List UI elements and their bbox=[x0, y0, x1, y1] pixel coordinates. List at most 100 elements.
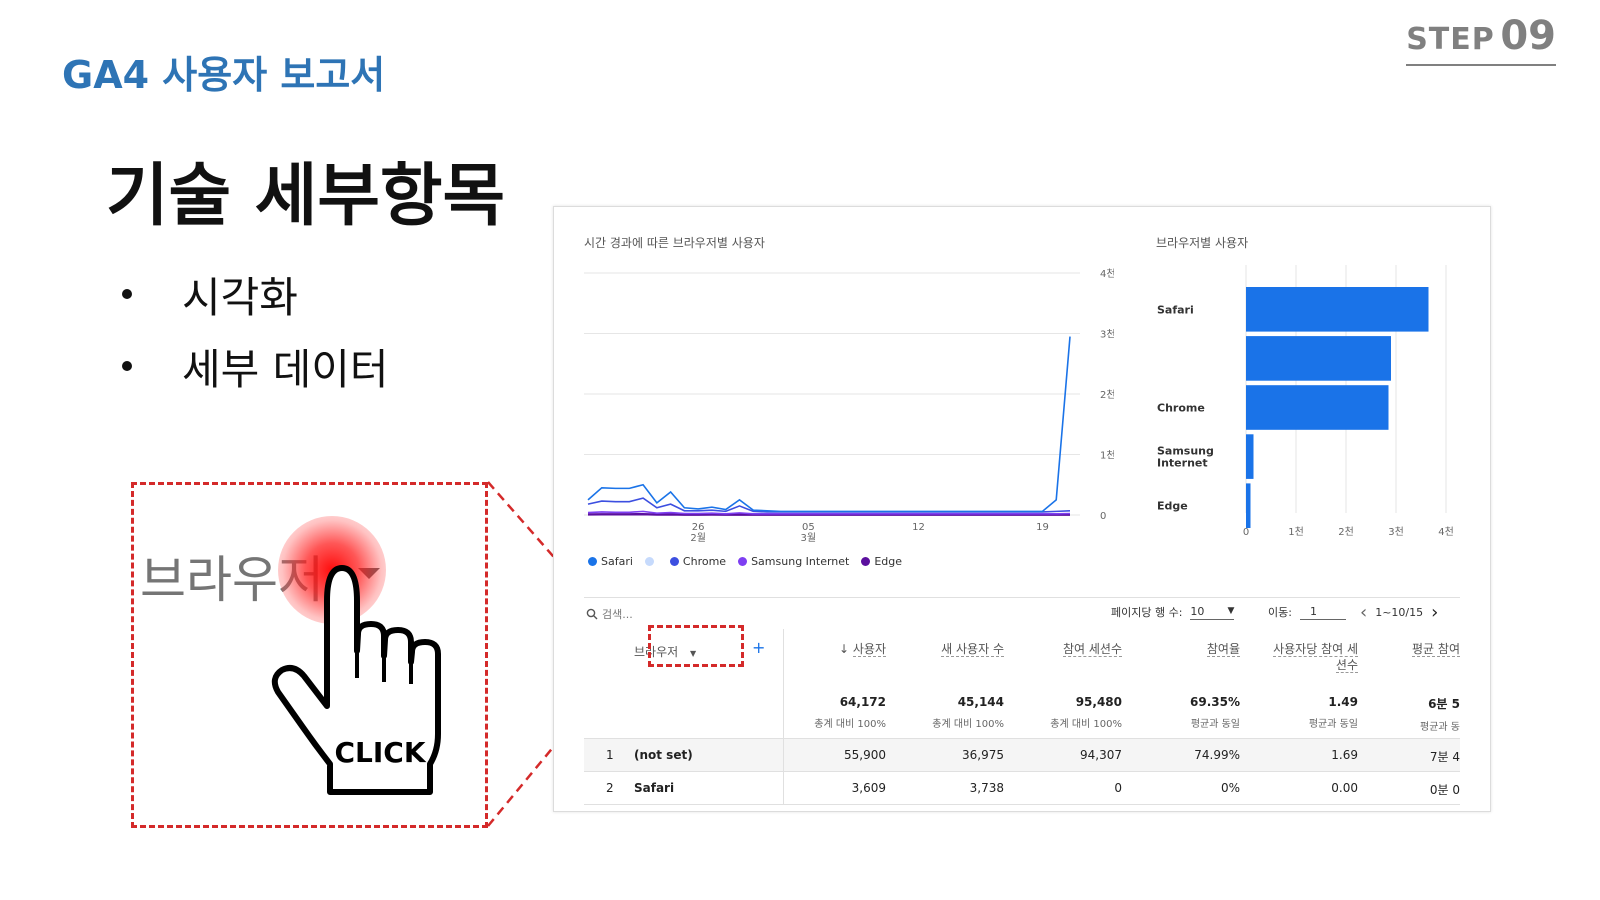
column-header-label: 참여 세션수 bbox=[1062, 642, 1122, 657]
dimension-cell-border bbox=[584, 739, 784, 771]
table-row[interactable]: 1 (not set) 55,900 36,975 94,307 74.99% 1.69 7분… bbox=[584, 739, 1460, 772]
legend-item[interactable]: Safari bbox=[588, 555, 633, 568]
series-line-samsung-internet bbox=[587, 510, 1071, 515]
row-metric-value: 0 bbox=[1114, 781, 1122, 795]
dimension-caret-icon: ▼ bbox=[690, 649, 697, 658]
slide-brand-title: GA4 사용자 보고서 bbox=[62, 53, 386, 97]
search-icon bbox=[586, 608, 598, 620]
total-subtext: 평균과 동일 bbox=[1190, 719, 1240, 730]
column-header-label: 사용자 bbox=[852, 642, 886, 657]
table-header: 브라우저 ▼ + ↓ 사용자 64,172 총계 대비 100% 새 사용자 수 45,… bbox=[584, 625, 1460, 739]
x-tick-month-label: 2월 bbox=[690, 532, 706, 544]
column-header-label: 평균 참여 bbox=[1412, 642, 1460, 657]
column-total: 1.49 평균과 동일 bbox=[1309, 695, 1358, 730]
row-metric-value: 0분 0 bbox=[1429, 783, 1460, 797]
line-chart-title: 시간 경과에 따른 브라우저별 사용자 bbox=[584, 236, 765, 250]
legend-swatch bbox=[669, 557, 679, 566]
x-tick-label: 26 bbox=[692, 522, 705, 533]
goto-input[interactable]: 1 bbox=[1299, 605, 1346, 620]
bar-mark bbox=[1246, 385, 1389, 430]
bullet-item: 시각화 bbox=[120, 258, 389, 330]
total-value: 6분 5 bbox=[1428, 697, 1460, 711]
series-line-safari bbox=[587, 336, 1071, 513]
legend-swatch bbox=[738, 557, 748, 566]
step-word: STEP bbox=[1406, 22, 1495, 57]
line-chart-legend: Safari Chrome Samsung Internet Edge bbox=[588, 555, 902, 568]
bar-category-label: Chrome bbox=[1157, 402, 1205, 415]
bar-category-label: Edge bbox=[1157, 500, 1188, 513]
total-value: 1.49 bbox=[1328, 695, 1358, 709]
sort-arrow-icon: ↓ bbox=[839, 642, 853, 656]
total-value: 69.35% bbox=[1190, 695, 1240, 709]
bullet-text: 세부 데이터 bbox=[182, 344, 389, 394]
column-header[interactable]: ↓ 사용자 bbox=[839, 641, 886, 657]
bar-mark bbox=[1246, 483, 1251, 528]
total-value: 95,480 bbox=[1075, 695, 1122, 709]
total-subtext: 총계 대비 100% bbox=[814, 719, 886, 730]
bar-category-label: Internet bbox=[1157, 457, 1208, 470]
dimension-header[interactable]: 브라우저 ▼ bbox=[634, 643, 696, 660]
dropdown-caret-icon: ▼ bbox=[1227, 606, 1235, 616]
next-page-icon[interactable]: › bbox=[1431, 602, 1439, 623]
data-table: 브라우저 ▼ + ↓ 사용자 64,172 총계 대비 100% 새 사용자 수 45,… bbox=[584, 625, 1460, 805]
row-metric-value: 3,738 bbox=[969, 781, 1004, 795]
rows-per-page-value: 10 bbox=[1190, 604, 1205, 618]
legend-swatch bbox=[644, 557, 654, 566]
series-line-edge bbox=[587, 512, 1071, 516]
dimension-cell-border bbox=[584, 772, 784, 804]
column-header[interactable]: 새 사용자 수 bbox=[941, 641, 1004, 657]
legend-label: Chrome bbox=[682, 555, 727, 568]
x-tick-label: 12 bbox=[912, 522, 925, 533]
total-value: 45,144 bbox=[957, 695, 1004, 709]
prev-page-icon[interactable]: ‹ bbox=[1360, 602, 1368, 623]
bullet-dot bbox=[122, 289, 132, 299]
bar-x-tick-label: 2천 bbox=[1338, 526, 1354, 538]
legend-item[interactable] bbox=[644, 555, 658, 568]
bar-category-label: Samsung bbox=[1157, 445, 1214, 458]
legend-item[interactable]: Edge bbox=[861, 555, 902, 568]
table-row[interactable]: 2 Safari 3,609 3,738 0 0% 0.00 0분 0 bbox=[584, 772, 1460, 805]
column-header[interactable]: 사용자당 참여 세션수 bbox=[1268, 641, 1358, 673]
pointing-hand-icon: CLICK bbox=[271, 565, 441, 795]
row-metric-value: 94,307 bbox=[1080, 748, 1122, 762]
y-tick-label: 2천 bbox=[1100, 389, 1114, 401]
step-indicator: STEP 09 bbox=[1406, 16, 1556, 66]
row-metric-value: 36,975 bbox=[962, 748, 1004, 762]
column-total: 64,172 총계 대비 100% bbox=[814, 695, 886, 730]
column-header[interactable]: 평균 참여 bbox=[1412, 641, 1460, 657]
bar-x-tick-label: 1천 bbox=[1288, 526, 1304, 538]
legend-item[interactable]: Chrome bbox=[669, 555, 727, 568]
bullet-list: 시각화 세부 데이터 bbox=[120, 258, 389, 402]
legend-item[interactable]: Samsung Internet bbox=[738, 555, 849, 568]
bar-mark bbox=[1246, 336, 1391, 381]
row-dimension-value: (not set) bbox=[634, 748, 693, 762]
page-range: 1~10/15 bbox=[1375, 606, 1424, 619]
column-header[interactable]: 참여율 bbox=[1206, 641, 1240, 657]
bar-x-tick-label: 3천 bbox=[1388, 526, 1404, 538]
bar-mark bbox=[1246, 434, 1254, 479]
rows-per-page-label: 페이지당 행 수: bbox=[1111, 606, 1183, 619]
bar-mark bbox=[1246, 287, 1429, 332]
y-tick-label: 4천 bbox=[1100, 268, 1114, 280]
rows-per-page-select[interactable]: 10 ▼ bbox=[1190, 604, 1235, 620]
table-search[interactable]: 검색... bbox=[586, 606, 633, 622]
search-placeholder: 검색... bbox=[602, 608, 633, 621]
row-metric-value: 7분 4 bbox=[1429, 750, 1460, 764]
bar-chart-title: 브라우저별 사용자 bbox=[1156, 236, 1249, 250]
y-tick-label: 0 bbox=[1100, 511, 1106, 522]
row-metric-value: 0.00 bbox=[1331, 781, 1358, 795]
column-header[interactable]: 참여 세션수 bbox=[1062, 641, 1122, 657]
y-tick-label: 1천 bbox=[1100, 450, 1114, 462]
total-value: 64,172 bbox=[839, 695, 886, 709]
table-toolbar: 검색... 페이지당 행 수: 10 ▼ 이동: 1 ‹ 1~10/15 › bbox=[584, 597, 1460, 627]
total-subtext: 총계 대비 100% bbox=[932, 719, 1004, 730]
bar-category-label: Safari bbox=[1157, 303, 1194, 316]
add-dimension-button[interactable]: + bbox=[752, 638, 766, 657]
dimension-highlight-box bbox=[648, 625, 744, 667]
column-total: 69.35% 평균과 동일 bbox=[1190, 695, 1240, 730]
bullet-text: 시각화 bbox=[182, 272, 298, 322]
goto-label: 이동: bbox=[1268, 606, 1292, 619]
row-metric-value: 74.99% bbox=[1194, 748, 1240, 762]
